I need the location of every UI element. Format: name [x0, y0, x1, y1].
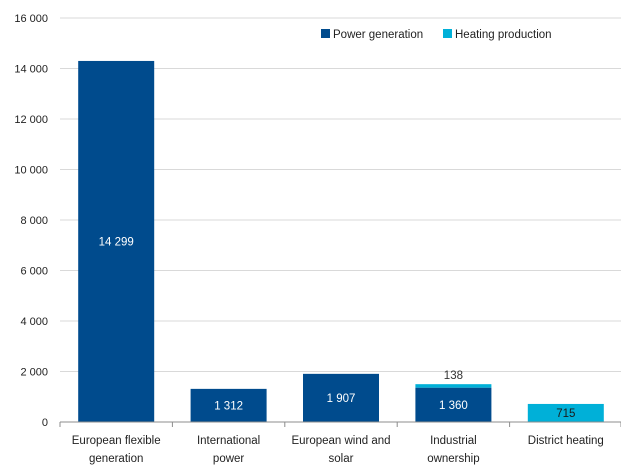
x-category-label: European wind and solar — [291, 435, 390, 465]
bar-power-generation — [190, 388, 267, 422]
x-category-label: International power — [197, 435, 260, 465]
y-tick-label: 10 000 — [14, 165, 48, 177]
y-tick-label: 8 000 — [20, 215, 48, 227]
bar-heating-production — [415, 384, 492, 388]
y-tick-label: 4 000 — [20, 316, 48, 328]
y-tick-label: 14 000 — [14, 64, 48, 76]
x-category-label: European flexible generation — [72, 435, 161, 465]
y-tick-label: 12 000 — [14, 114, 48, 126]
y-tick-label: 16 000 — [14, 13, 48, 25]
bar-power-generation — [303, 373, 379, 422]
data-label: 14 299 — [99, 236, 134, 248]
y-tick-label: 6 000 — [20, 266, 48, 278]
legend-swatch — [443, 29, 452, 38]
bar-power-generation — [415, 387, 492, 422]
legend: Power generation Heating production — [321, 29, 552, 41]
y-tick-label: 0 — [42, 417, 48, 429]
bars — [78, 60, 604, 422]
legend-label: Heating production — [455, 29, 552, 41]
data-label: 1 360 — [439, 400, 468, 412]
y-axis-tick-labels: 0 2 000 4 000 6 000 8 000 10 000 12 000 14 000 1… — [14, 13, 48, 429]
legend-swatch — [321, 29, 330, 38]
x-category-label: District heating — [528, 435, 604, 447]
data-label: 1 312 — [214, 400, 243, 412]
bar-heating-production — [527, 403, 604, 422]
data-labels: 14 299 1 312 1 907 1 360 138 715 — [99, 236, 576, 419]
y-tick-label: 2 000 — [20, 367, 48, 379]
x-axis: European flexible generation International… — [59, 421, 621, 465]
data-label: 1 907 — [327, 393, 356, 405]
bar-power-generation — [78, 60, 155, 422]
x-category-label: Industrial ownership — [427, 435, 479, 465]
data-label: 715 — [556, 408, 575, 420]
data-label: 138 — [444, 370, 463, 382]
legend-label: Power generation — [333, 29, 423, 41]
